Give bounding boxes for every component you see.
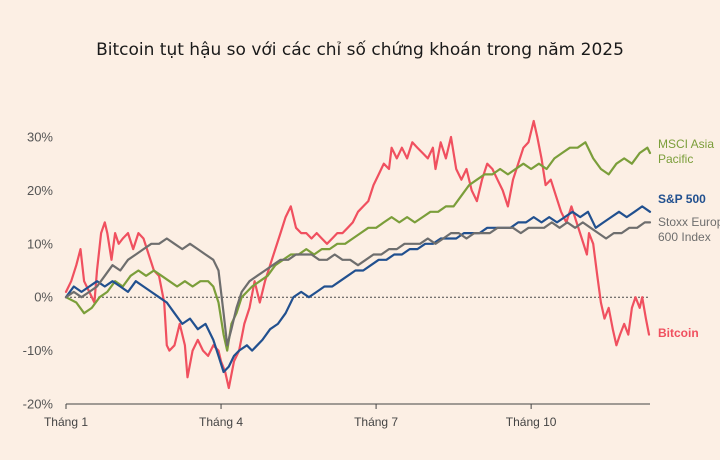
y-tick-label: -10% bbox=[23, 343, 54, 358]
legend: Bitcoin MSCI Asia Pacific S&P 500 Stoxx Euro… bbox=[658, 137, 720, 340]
y-tick-label: 10% bbox=[27, 236, 53, 251]
plot-area bbox=[64, 119, 652, 390]
x-tick-label: Tháng 7 bbox=[354, 415, 398, 429]
x-tick-label: Tháng 1 bbox=[44, 415, 88, 429]
y-axis: 30% 20% 10% 0% -10% -20% bbox=[23, 130, 650, 412]
x-axis: Tháng 1 Tháng 4 Tháng 7 Tháng 10 bbox=[44, 403, 650, 429]
y-tick-label: 30% bbox=[27, 130, 53, 145]
chart-title: Bitcoin tụt hậu so với các chỉ số chứng … bbox=[96, 39, 624, 60]
legend-label-msci-asia-pacific: MSCI Asia Pacific bbox=[658, 137, 714, 166]
y-tick-label: -20% bbox=[23, 397, 54, 412]
series-line-s-p-500 bbox=[64, 205, 652, 374]
y-tick-label: 0% bbox=[34, 290, 53, 305]
legend-label-s-p-500: S&P 500 bbox=[658, 192, 706, 206]
legend-label-bitcoin: Bitcoin bbox=[658, 326, 699, 340]
series-line-msci-asia-pacific bbox=[64, 141, 652, 352]
series-line-stoxx-europe-600-index bbox=[64, 221, 652, 347]
legend-label-stoxx-europe-600-index: Stoxx Europe600 Index bbox=[658, 215, 720, 244]
x-tick-label: Tháng 10 bbox=[506, 415, 557, 429]
series-line-bitcoin bbox=[64, 119, 651, 390]
x-tick-label: Tháng 4 bbox=[199, 415, 243, 429]
y-tick-label: 20% bbox=[27, 183, 53, 198]
